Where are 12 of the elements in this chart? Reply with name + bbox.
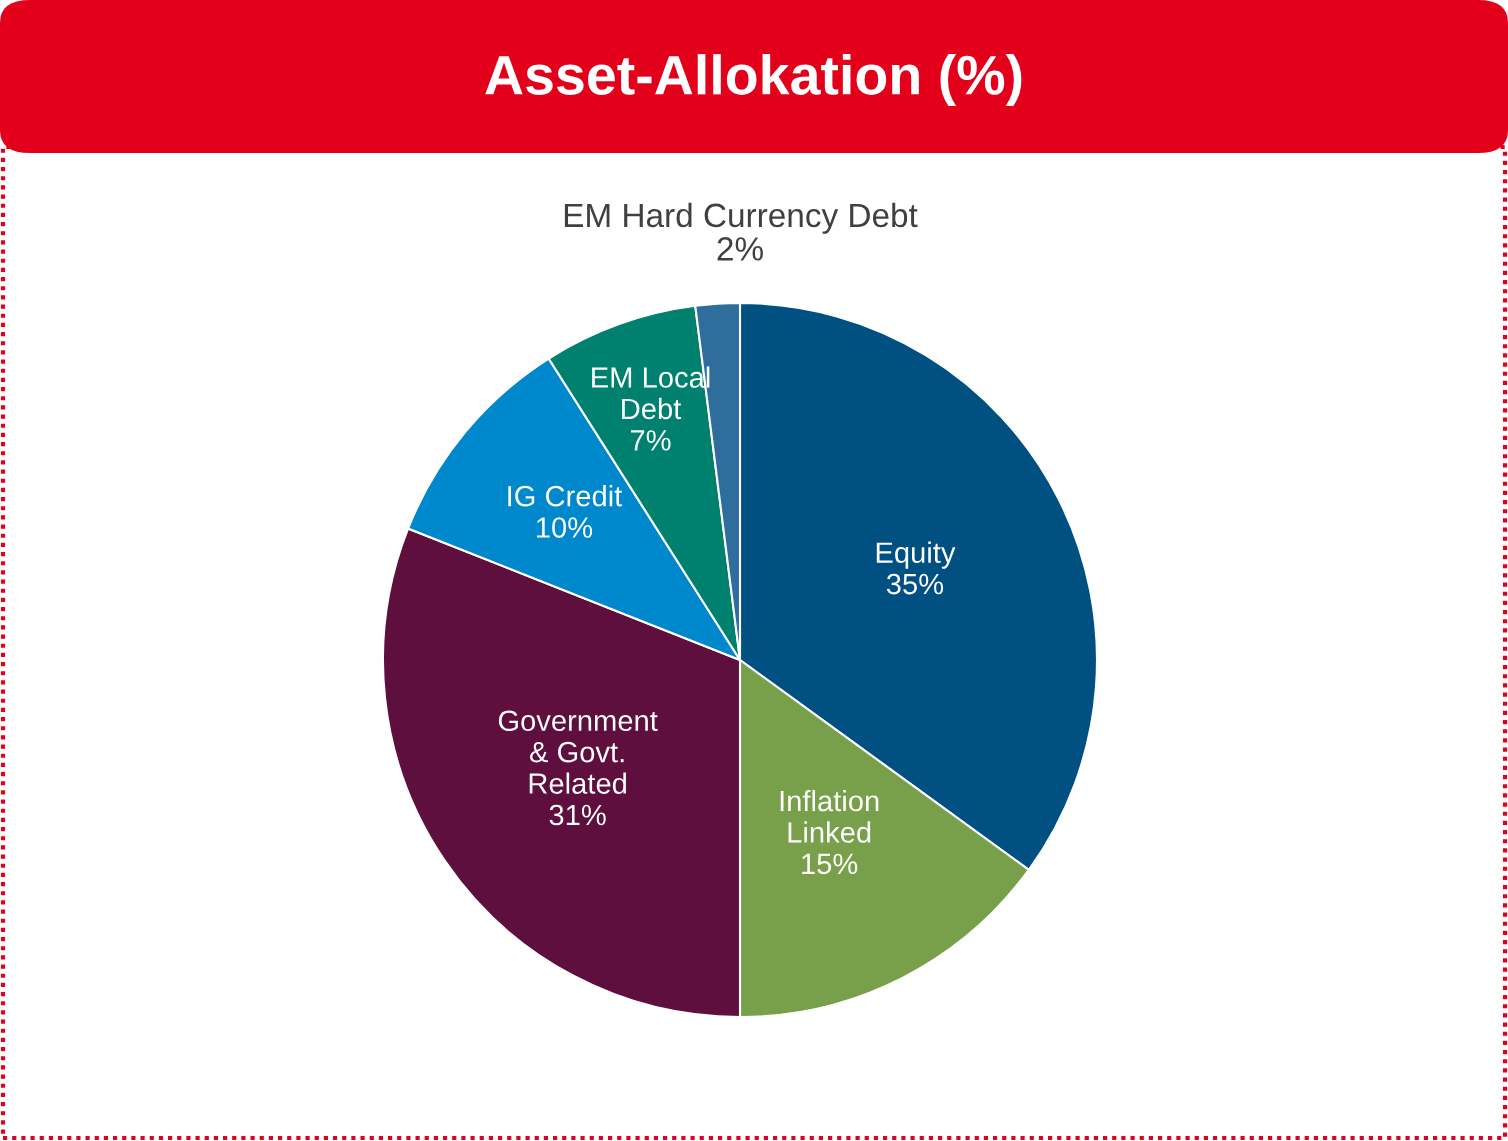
chart-title: Asset-Allokation (%) [485, 54, 1022, 106]
data-label: 35% [886, 573, 944, 595]
slice-label: Government & Govt. Related [498, 710, 658, 794]
slice-label: IG Credit [508, 485, 623, 507]
data-label: 2% [717, 237, 763, 261]
slice-label: Equity [876, 541, 956, 569]
slice-label: EM Hard Currency Debt [564, 202, 918, 234]
data-label: 31% [549, 804, 606, 826]
data-label: 10% [536, 517, 593, 538]
data-label: 15% [802, 853, 858, 875]
slice-label: Inflation Linked [780, 789, 879, 843]
data-label: 7% [630, 430, 671, 451]
